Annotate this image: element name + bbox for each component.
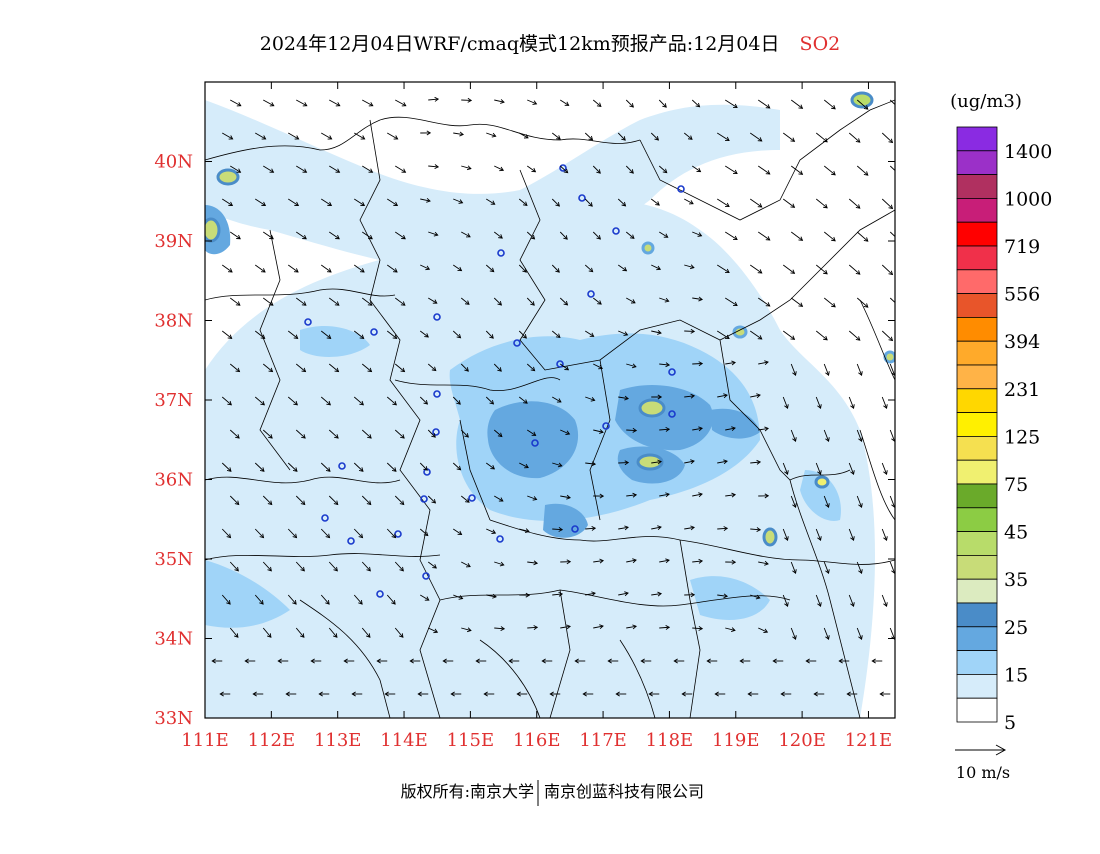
legend-swatch bbox=[957, 627, 997, 651]
hotspot bbox=[816, 477, 828, 487]
legend-swatch bbox=[957, 317, 997, 341]
lon-label: 117E bbox=[579, 730, 627, 751]
legend-swatch bbox=[957, 127, 997, 151]
legend-swatch bbox=[957, 508, 997, 532]
latitude-labels: 40N 39N 38N 37N 36N 35N 34N 33N bbox=[154, 152, 193, 730]
hotspot bbox=[218, 170, 238, 184]
legend-swatch bbox=[957, 413, 997, 437]
footer-copyright-suffix: 南京创蓝科技有限公司 bbox=[544, 782, 704, 801]
lon-label: 121E bbox=[845, 730, 893, 751]
legend-label: 35 bbox=[1004, 569, 1028, 591]
legend-swatch bbox=[957, 389, 997, 413]
hotspot bbox=[640, 400, 664, 416]
legend-label: 15 bbox=[1004, 664, 1028, 686]
lon-label: 113E bbox=[314, 730, 362, 751]
legend-swatch bbox=[957, 270, 997, 294]
legend-swatch bbox=[957, 294, 997, 318]
lon-label: 111E bbox=[181, 730, 229, 751]
lat-label: 40N bbox=[154, 152, 193, 173]
lon-label: 118E bbox=[646, 730, 694, 751]
legend-swatch bbox=[957, 603, 997, 627]
legend-label: 5 bbox=[1004, 712, 1016, 734]
legend-swatch bbox=[957, 579, 997, 603]
map-panel: 111E 112E 113E 114E 115E 116E 117E 118E 119E 120E… bbox=[154, 82, 900, 751]
legend-swatch bbox=[957, 175, 997, 199]
hotspot bbox=[764, 529, 776, 545]
lat-label: 33N bbox=[154, 708, 193, 729]
legend-swatch bbox=[957, 365, 997, 389]
legend-label: 1400 bbox=[1004, 141, 1052, 163]
legend-swatch bbox=[957, 651, 997, 675]
lon-label: 116E bbox=[513, 730, 561, 751]
legend-swatch bbox=[957, 484, 997, 508]
lon-label: 120E bbox=[778, 730, 826, 751]
legend-swatch bbox=[957, 436, 997, 460]
lat-label: 39N bbox=[154, 231, 193, 252]
footer: 版权所有:南京大学 南京创蓝科技有限公司 bbox=[401, 780, 704, 806]
legend-swatch bbox=[957, 532, 997, 556]
legend-unit: (ug/m3) bbox=[950, 91, 1022, 112]
wind-scale: 10 m/s bbox=[955, 745, 1010, 782]
title-species: SO2 bbox=[800, 33, 841, 55]
footer-copyright-prefix: 版权所有:南京大学 bbox=[401, 782, 534, 801]
legend-label: 231 bbox=[1004, 379, 1040, 401]
lon-label: 119E bbox=[712, 730, 760, 751]
legend-swatch bbox=[957, 460, 997, 484]
legend-swatch bbox=[957, 246, 997, 270]
legend-labels: 1400 1000 719 556 394 231 125 75 45 35 25 15 5 bbox=[1004, 141, 1052, 734]
legend-swatch bbox=[957, 698, 997, 722]
lat-label: 36N bbox=[154, 470, 193, 491]
lat-label: 35N bbox=[154, 549, 193, 570]
lat-label: 37N bbox=[154, 390, 193, 411]
color-legend: (ug/m3) 14001000719556394231125754535251… bbox=[950, 91, 1052, 734]
legend-label: 75 bbox=[1004, 474, 1028, 496]
legend-label: 45 bbox=[1004, 522, 1028, 544]
lat-label: 34N bbox=[154, 629, 193, 650]
legend-label: 125 bbox=[1004, 426, 1040, 448]
legend-color-bar bbox=[957, 127, 997, 722]
wind-scale-label: 10 m/s bbox=[956, 763, 1010, 782]
legend-label: 394 bbox=[1004, 331, 1040, 353]
legend-label: 719 bbox=[1004, 236, 1040, 258]
legend-swatch bbox=[957, 222, 997, 246]
legend-label: 25 bbox=[1004, 617, 1028, 639]
hotspot bbox=[852, 93, 872, 107]
legend-swatch bbox=[957, 555, 997, 579]
longitude-labels: 111E 112E 113E 114E 115E 116E 117E 118E 119E 120E… bbox=[181, 730, 892, 751]
hotspot bbox=[643, 243, 653, 253]
legend-swatch bbox=[957, 341, 997, 365]
lon-label: 114E bbox=[380, 730, 428, 751]
title-main: 2024年12月04日WRF/cmaq模式12km预报产品:12月04日 bbox=[260, 33, 780, 55]
lat-label: 38N bbox=[154, 311, 193, 332]
lon-label: 115E bbox=[447, 730, 495, 751]
legend-label: 556 bbox=[1004, 284, 1040, 306]
figure-title: 2024年12月04日WRF/cmaq模式12km预报产品:12月04日 SO2 bbox=[260, 33, 840, 55]
legend-label: 1000 bbox=[1004, 188, 1052, 210]
legend-swatch bbox=[957, 151, 997, 175]
legend-swatch bbox=[957, 674, 997, 698]
lon-label: 112E bbox=[248, 730, 296, 751]
legend-swatch bbox=[957, 198, 997, 222]
